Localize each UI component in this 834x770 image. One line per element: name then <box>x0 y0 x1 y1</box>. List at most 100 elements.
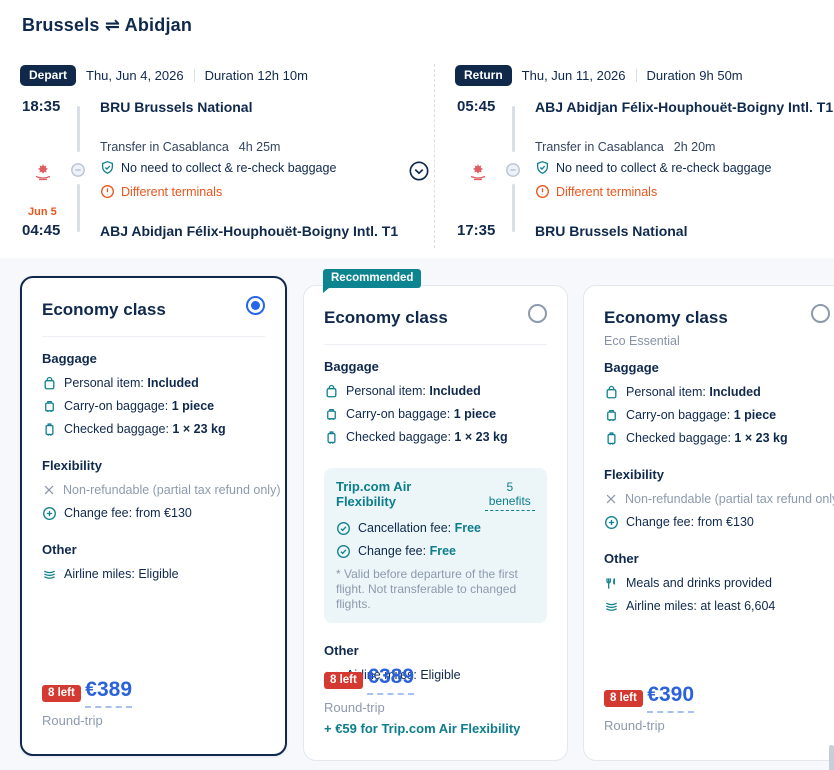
availability-badge: 8 left <box>42 685 81 702</box>
fare-radio[interactable] <box>246 296 265 315</box>
depart-duration: Duration 12h 10m <box>204 67 308 83</box>
journey-header: Return Thu, Jun 11, 2026 Duration 9h 50m <box>455 64 743 86</box>
baggage-heading: Baggage <box>604 360 659 375</box>
fare-card-eco-essential[interactable]: Economy class Eco Essential Baggage Pers… <box>583 285 834 761</box>
refund-row: Non-refundable (partial tax refund only) <box>42 482 280 498</box>
airline-miles-icon <box>42 567 57 582</box>
price-note: Round-trip <box>324 700 385 715</box>
transfer-info: Transfer in Casablanca 2h 20m <box>535 140 715 154</box>
alert-circle-icon <box>100 184 115 199</box>
departure-time: 05:45 <box>457 98 496 115</box>
air-flexibility-box: Trip.com Air Flexibility 5 benefits Canc… <box>324 468 547 623</box>
departure-airport: BRU Brussels National <box>100 99 253 115</box>
airline-logo <box>32 162 54 182</box>
price: €390 <box>647 683 695 713</box>
refund-row: Non-refundable (partial tax refund only) <box>604 491 834 507</box>
arrival-airport: ABJ Abidjan Félix-Houphouët-Boigny Intl.… <box>100 223 399 239</box>
price-note: Round-trip <box>42 713 103 728</box>
terminal-warning: Different terminals <box>100 184 222 199</box>
checked-bag-icon <box>42 422 57 437</box>
personal-item-icon <box>42 376 57 391</box>
benefits-link[interactable]: 5 benefits <box>484 480 535 511</box>
price-note: Round-trip <box>604 718 665 733</box>
other-heading: Other <box>604 551 639 566</box>
carry-on-bag-icon <box>42 399 57 414</box>
fare-options-section: Economy class Baggage Personal item: Inc… <box>0 258 834 770</box>
cancellation-fee-row: Cancellation fee: Free <box>336 520 535 536</box>
departure-time: 18:35 <box>22 98 61 115</box>
checked-bag-row: Checked baggage: 1 × 23 kg <box>604 430 830 446</box>
airline-logo <box>467 162 489 182</box>
transfer-stop-icon <box>70 162 86 178</box>
airline-miles-icon <box>604 599 619 614</box>
alert-circle-icon <box>535 184 550 199</box>
shield-check-icon <box>100 160 115 175</box>
availability-badge: 8 left <box>324 672 363 689</box>
arrival-time: 17:35 <box>457 222 496 239</box>
other-heading: Other <box>42 542 77 557</box>
timeline-segment <box>77 184 80 232</box>
baggage-heading: Baggage <box>324 359 379 374</box>
timeline-segment <box>512 106 515 152</box>
price: €389 <box>367 665 415 695</box>
divider <box>635 68 637 82</box>
flexibility-heading: Flexibility <box>42 458 102 473</box>
change-fee-row: Change fee: from €130 <box>604 514 830 530</box>
checked-bag-icon <box>324 430 339 445</box>
fare-title: Economy class <box>42 300 166 319</box>
fare-radio[interactable] <box>528 304 547 323</box>
chevron-down-circle-icon[interactable] <box>408 160 430 182</box>
carryon-row: Carry-on baggage: 1 piece <box>324 406 547 422</box>
check-circle-icon <box>336 521 351 536</box>
x-icon <box>604 492 618 506</box>
fare-radio[interactable] <box>811 304 830 323</box>
return-date: Thu, Jun 11, 2026 <box>521 67 626 83</box>
transfer-info: Transfer in Casablanca 4h 25m <box>100 140 280 154</box>
timeline-segment <box>512 184 515 232</box>
price-block: 8 left €389 Round-trip <box>42 678 133 728</box>
checked-bag-icon <box>604 431 619 446</box>
scrollbar-thumb[interactable] <box>829 745 834 770</box>
transfer-duration: 2h 20m <box>673 140 716 154</box>
page-title: Brussels ⇌ Abidjan <box>22 15 193 35</box>
baggage-note: No need to collect & re-check baggage <box>535 160 771 175</box>
fare-card-economy-selected[interactable]: Economy class Baggage Personal item: Inc… <box>20 276 287 756</box>
arrival-airport: BRU Brussels National <box>535 223 688 239</box>
journey-depart: Depart Thu, Jun 4, 2026 Duration 12h 10m… <box>20 64 434 250</box>
x-icon <box>42 483 56 497</box>
personal-item-row: Personal item: Included <box>604 384 830 400</box>
divider <box>42 336 265 337</box>
fare-title: Economy class <box>324 308 448 327</box>
timeline-segment <box>77 106 80 152</box>
journey-return: Return Thu, Jun 11, 2026 Duration 9h 50m… <box>455 64 834 250</box>
flexibility-addon-note: + €59 for Trip.com Air Flexibility <box>324 721 521 736</box>
fare-card-economy-flex[interactable]: Recommended Economy class Baggage Person… <box>303 269 568 761</box>
change-plus-circle-icon <box>604 515 619 530</box>
baggage-note: No need to collect & re-check baggage <box>100 160 336 175</box>
depart-date: Thu, Jun 4, 2026 <box>86 67 184 83</box>
divider <box>193 68 195 82</box>
miles-row: Airline miles: Eligible <box>42 566 265 582</box>
price-block: 8 left €389 Round-trip + €59 for Trip.co… <box>324 665 520 736</box>
carryon-row: Carry-on baggage: 1 piece <box>604 407 830 423</box>
check-circle-icon <box>336 544 351 559</box>
departure-airport: ABJ Abidjan Félix-Houphouët-Boigny Intl.… <box>535 99 834 115</box>
fare-title: Economy class <box>604 308 728 327</box>
miles-row: Airline miles: at least 6,604 <box>604 598 830 614</box>
carry-on-bag-icon <box>604 408 619 423</box>
change-fee-row: Change fee: Free <box>336 543 535 559</box>
transfer-label: Transfer in Casablanca <box>100 140 229 154</box>
transfer-stop-icon <box>505 162 521 178</box>
personal-item-icon <box>604 385 619 400</box>
column-divider <box>434 64 435 248</box>
other-heading: Other <box>324 643 359 658</box>
personal-item-icon <box>324 384 339 399</box>
air-flexibility-title: Trip.com Air Flexibility <box>336 479 412 509</box>
return-duration: Duration 9h 50m <box>646 67 743 83</box>
shield-check-icon <box>535 160 550 175</box>
arrival-time: 04:45 <box>22 222 61 239</box>
availability-badge: 8 left <box>604 690 643 707</box>
meals-row: Meals and drinks provided <box>604 575 830 591</box>
journey-header: Depart Thu, Jun 4, 2026 Duration 12h 10m <box>20 64 308 86</box>
